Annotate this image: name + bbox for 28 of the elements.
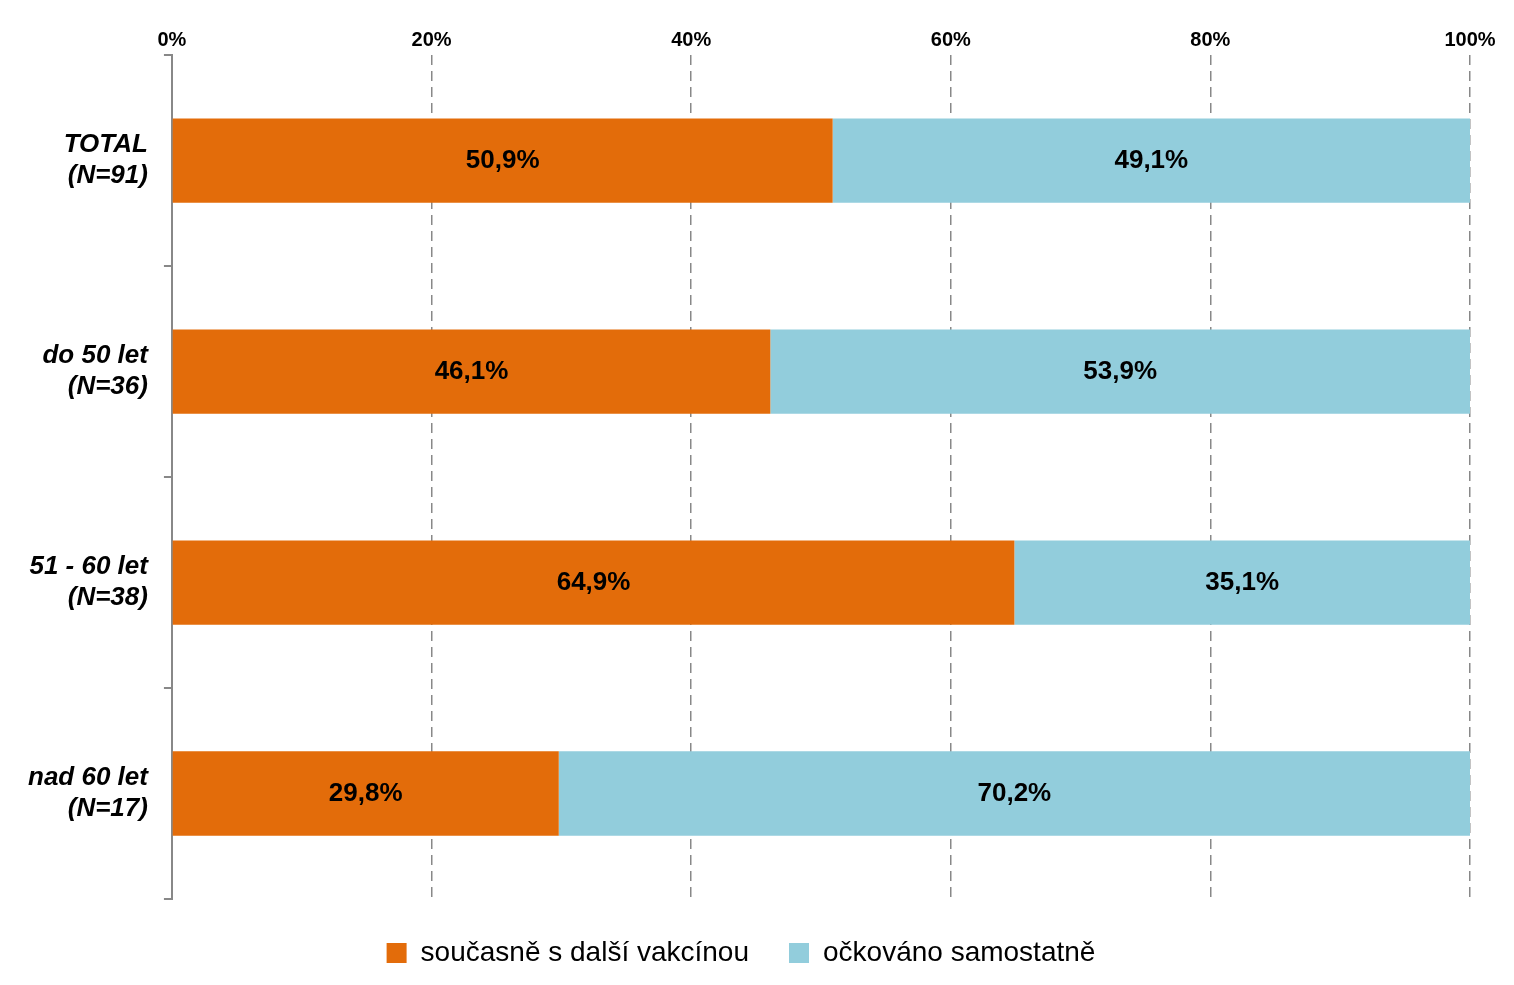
x-tick-label: 0% [157, 27, 187, 50]
y-tick-label: do 50 let (N=36) [42, 339, 150, 401]
y-tick-label: 51 - 60 let (N=38) [29, 550, 150, 612]
x-tick-label: 100% [1444, 27, 1496, 50]
bar [770, 329, 1470, 414]
legend-label: očkováno samostatně [823, 935, 1096, 967]
data-label: 64,9% [556, 565, 631, 596]
legend-label: současně s další vakcínou [420, 935, 750, 967]
bar [172, 751, 559, 836]
data-label: 29,8% [328, 776, 403, 807]
bar [558, 751, 1470, 836]
x-tick-label: 40% [671, 27, 712, 50]
x-tick-label: 60% [930, 27, 971, 50]
data-label: 50,9% [465, 143, 540, 174]
data-label: 70,2% [977, 776, 1052, 807]
bar [832, 118, 1470, 203]
bar [172, 118, 833, 203]
y-tick-label: nad 60 let (N=17) [28, 761, 150, 823]
x-tick-label: 20% [411, 27, 452, 50]
data-label: 46,1% [434, 354, 509, 385]
data-label: 49,1% [1114, 143, 1189, 174]
bar [172, 540, 1015, 625]
data-label: 53,9% [1083, 354, 1158, 385]
bar [1014, 540, 1470, 625]
x-tick-label: 80% [1190, 27, 1231, 50]
data-label: 35,1% [1205, 565, 1280, 596]
y-tick-label: TOTAL (N=91) [63, 128, 148, 190]
bar [172, 329, 771, 414]
